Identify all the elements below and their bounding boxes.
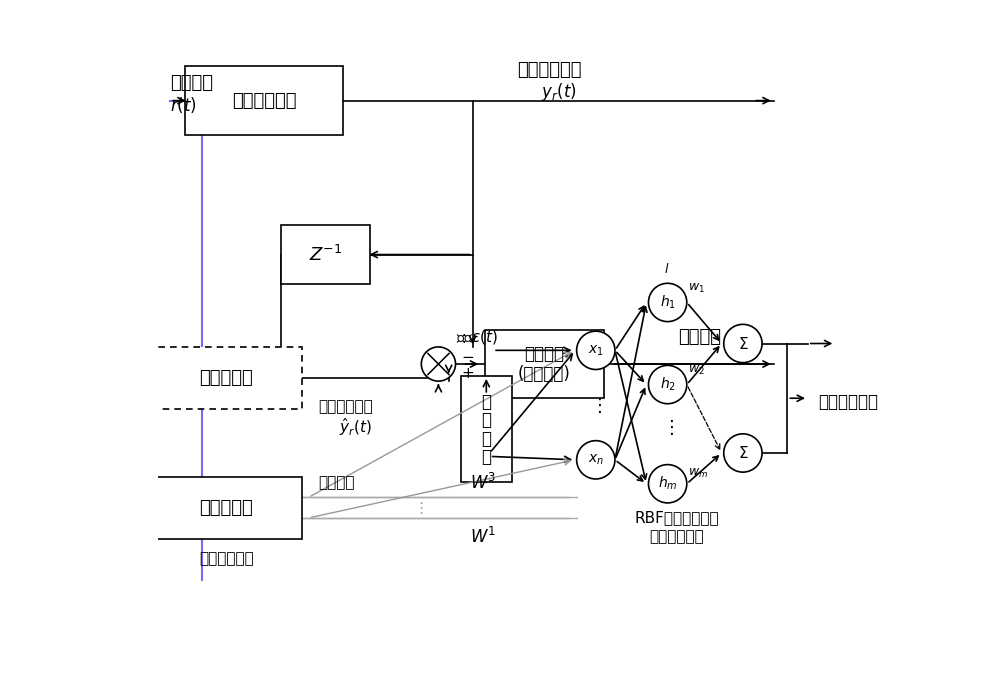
- Text: $w_2$: $w_2$: [688, 364, 705, 377]
- Text: $l$: $l$: [664, 262, 669, 276]
- Text: 故障与否: 故障与否: [678, 328, 721, 346]
- Text: （二级网络）: （二级网络）: [649, 529, 704, 544]
- Text: $Z^{-1}$: $Z^{-1}$: [309, 245, 342, 264]
- Text: $\Sigma$: $\Sigma$: [738, 335, 748, 352]
- Text: $\vdots$: $\vdots$: [662, 418, 674, 437]
- Text: 网络权值: 网络权值: [319, 475, 355, 491]
- Bar: [461, 376, 512, 482]
- Bar: [185, 67, 343, 135]
- Text: $\vdots$: $\vdots$: [590, 396, 602, 414]
- Text: 估计输出信号: 估计输出信号: [319, 399, 373, 414]
- Text: 液压伺服系统: 液压伺服系统: [232, 91, 296, 110]
- Text: 故障决策: 故障决策: [524, 345, 564, 363]
- Text: $y_r(t)$: $y_r(t)$: [541, 80, 577, 102]
- Text: $h_1$: $h_1$: [660, 294, 676, 311]
- Text: 残差$\varepsilon(t)$: 残差$\varepsilon(t)$: [456, 328, 498, 346]
- Text: $x_1$: $x_1$: [588, 343, 604, 357]
- Circle shape: [724, 433, 762, 472]
- Text: $w_m$: $w_m$: [688, 467, 708, 480]
- Text: $+$: $+$: [461, 366, 474, 381]
- Circle shape: [421, 347, 456, 381]
- Text: $r(t)$: $r(t)$: [170, 95, 197, 115]
- Text: 特: 特: [481, 429, 491, 448]
- Text: 域: 域: [481, 411, 491, 429]
- Text: $h_m$: $h_m$: [658, 475, 677, 493]
- Text: 故障定位结果: 故障定位结果: [818, 393, 878, 411]
- Bar: [151, 347, 302, 409]
- Text: 征: 征: [481, 448, 491, 466]
- Text: 故障观测器: 故障观测器: [199, 369, 253, 387]
- Text: $x_n$: $x_n$: [588, 453, 604, 467]
- Bar: [485, 330, 604, 398]
- Circle shape: [648, 283, 687, 322]
- Circle shape: [724, 324, 762, 363]
- Circle shape: [577, 331, 615, 370]
- Text: RBF故障定位网络: RBF故障定位网络: [634, 510, 719, 526]
- Text: 状态跟随器: 状态跟随器: [199, 499, 253, 517]
- Text: $\vdots$: $\vdots$: [413, 499, 423, 516]
- Text: （一级网络）: （一级网络）: [199, 552, 254, 567]
- Text: $W^1$: $W^1$: [470, 526, 496, 546]
- Text: 时: 时: [481, 393, 491, 411]
- Text: 实际输出信号: 实际输出信号: [517, 61, 582, 79]
- Text: $w_1$: $w_1$: [688, 282, 705, 295]
- Text: $\hat{y}_r(t)$: $\hat{y}_r(t)$: [339, 416, 372, 438]
- Bar: [151, 477, 302, 539]
- Circle shape: [648, 365, 687, 404]
- Text: $W^3$: $W^3$: [470, 473, 496, 493]
- Text: $-$: $-$: [461, 348, 474, 363]
- Text: 输入信号: 输入信号: [170, 74, 213, 93]
- Text: $h_2$: $h_2$: [660, 376, 676, 393]
- Bar: [281, 225, 370, 284]
- Circle shape: [577, 440, 615, 479]
- Text: $\Sigma$: $\Sigma$: [738, 445, 748, 461]
- Circle shape: [648, 464, 687, 503]
- Text: (故障阈值): (故障阈值): [518, 365, 571, 383]
